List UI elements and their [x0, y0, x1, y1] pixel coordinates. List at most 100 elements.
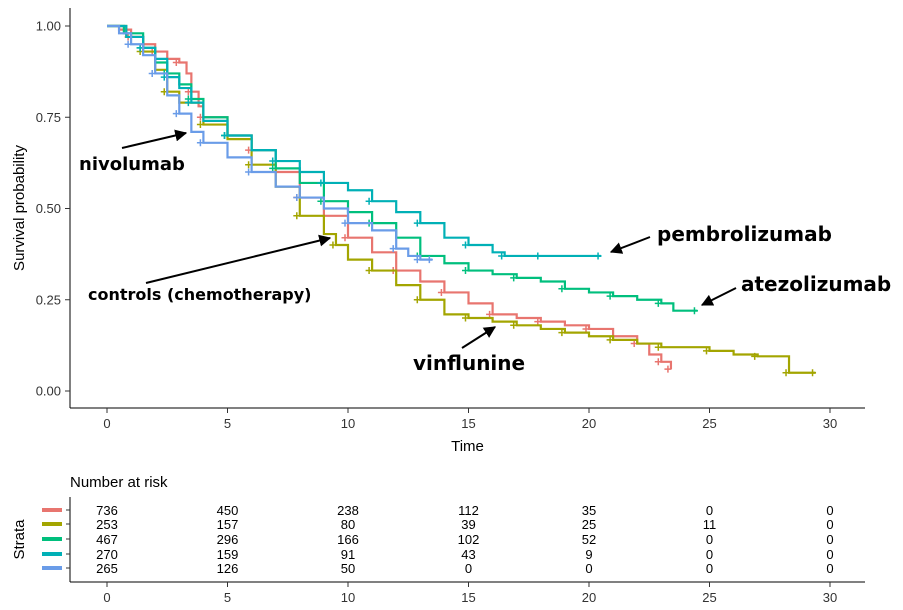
y-tick-label: 1.00 — [36, 19, 61, 34]
censor-mark — [437, 288, 445, 296]
censor-mark — [462, 314, 469, 322]
x-tick-label: 10 — [341, 416, 355, 431]
annotation-label: controls (chemotherapy) — [88, 285, 311, 304]
censor-mark — [782, 369, 790, 377]
risk-count: 0 — [706, 561, 713, 576]
risk-count: 0 — [706, 532, 713, 547]
censor-mark — [172, 110, 180, 118]
censor-mark — [341, 234, 349, 242]
risk-count: 238 — [337, 503, 359, 518]
annotation-arrow — [121, 129, 188, 149]
censor-mark — [293, 212, 301, 220]
risk-count: 0 — [826, 532, 833, 547]
censor-mark — [184, 99, 192, 107]
risk-count: 0 — [826, 503, 833, 518]
risk-count: 80 — [341, 517, 355, 532]
series-4 — [107, 24, 433, 264]
censor-mark — [293, 194, 301, 202]
censor-mark — [498, 252, 506, 260]
risk-count: 126 — [217, 561, 239, 576]
censor-mark — [269, 164, 277, 172]
plot-axes: 0 5 10 15 20 25 30 0.00 0.25 0.50 0.75 1.00 Time Surv… — [11, 8, 865, 455]
censor-mark — [172, 59, 180, 66]
x-tick-label: 25 — [702, 416, 716, 431]
risk-x-tick-label: 30 — [823, 590, 837, 605]
risk-count: 9 — [585, 547, 592, 562]
censor-mark — [510, 321, 518, 329]
risk-count: 270 — [96, 547, 118, 562]
censor-mark — [245, 168, 253, 176]
censor-mark — [809, 369, 817, 377]
risk-count: 52 — [582, 532, 596, 547]
censor-mark — [341, 219, 349, 227]
risk-x-tick-label: 10 — [341, 590, 355, 605]
plot-curves — [107, 24, 817, 377]
censor-mark — [751, 352, 759, 360]
x-tick-label: 15 — [461, 416, 475, 431]
risk-count: 112 — [458, 503, 479, 518]
censor-mark — [654, 299, 662, 307]
risk-count: 43 — [461, 547, 475, 562]
risk-count: 91 — [341, 547, 355, 562]
risk-count: 157 — [217, 517, 239, 532]
survival-curve — [107, 24, 602, 258]
censor-mark — [558, 285, 566, 293]
censor-mark — [196, 139, 204, 147]
censor-mark — [534, 318, 542, 326]
annotation-label: vinflunine — [413, 351, 525, 375]
risk-count: 0 — [465, 561, 472, 576]
annotation-arrow — [145, 234, 332, 284]
risk-count: 253 — [96, 517, 118, 532]
risk-x-tick-label: 15 — [461, 590, 475, 605]
annotation-label: nivolumab — [79, 154, 185, 175]
censor-mark — [124, 40, 132, 48]
y-tick-label: 0.25 — [36, 292, 61, 307]
survival-curve — [107, 24, 433, 261]
censor-mark — [582, 325, 590, 333]
risk-count: 35 — [582, 503, 596, 518]
risk-count: 0 — [826, 561, 833, 576]
y-axis-title: Survival probability — [11, 145, 28, 271]
risk-count: 159 — [217, 547, 239, 562]
x-tick-label: 0 — [103, 416, 110, 431]
censor-mark — [269, 157, 277, 165]
censor-mark — [558, 329, 566, 337]
risk-count: 50 — [341, 561, 355, 576]
annotation-arrow — [461, 326, 497, 349]
risk-count: 0 — [706, 503, 713, 518]
risk-table-title: Number at risk — [70, 474, 168, 491]
risk-count: 0 — [826, 547, 833, 562]
risk-count: 0 — [706, 547, 713, 562]
censor-mark — [196, 121, 204, 129]
x-tick-label: 5 — [224, 416, 231, 431]
censor-mark — [365, 197, 373, 205]
censor-mark — [221, 132, 228, 139]
x-axis-title: Time — [451, 438, 484, 455]
censor-mark — [425, 256, 433, 264]
censor-mark — [486, 310, 494, 318]
risk-count: 166 — [337, 532, 359, 547]
risk-count: 736 — [96, 503, 118, 518]
risk-count: 25 — [582, 517, 596, 532]
censor-mark — [389, 245, 397, 253]
risk-count: 39 — [461, 517, 475, 532]
censor-mark — [413, 219, 421, 227]
risk-count: 296 — [217, 532, 239, 547]
series-3 — [107, 24, 602, 260]
survival-curve — [107, 24, 673, 370]
y-tick-label: 0.75 — [36, 110, 61, 125]
annotation-arrow — [609, 236, 651, 254]
survival-curve — [107, 24, 698, 312]
risk-count: 450 — [217, 503, 239, 518]
censor-mark — [462, 267, 469, 275]
censor-mark — [413, 296, 421, 304]
risk-x-tick-label: 5 — [224, 590, 231, 605]
censor-mark — [462, 241, 469, 249]
risk-count: 467 — [96, 532, 118, 547]
censor-mark — [606, 336, 614, 344]
series-1 — [107, 24, 817, 377]
censor-mark — [365, 267, 373, 275]
risk-x-tick-label: 0 — [103, 590, 110, 605]
annotation-label: atezolizumab — [741, 272, 891, 296]
